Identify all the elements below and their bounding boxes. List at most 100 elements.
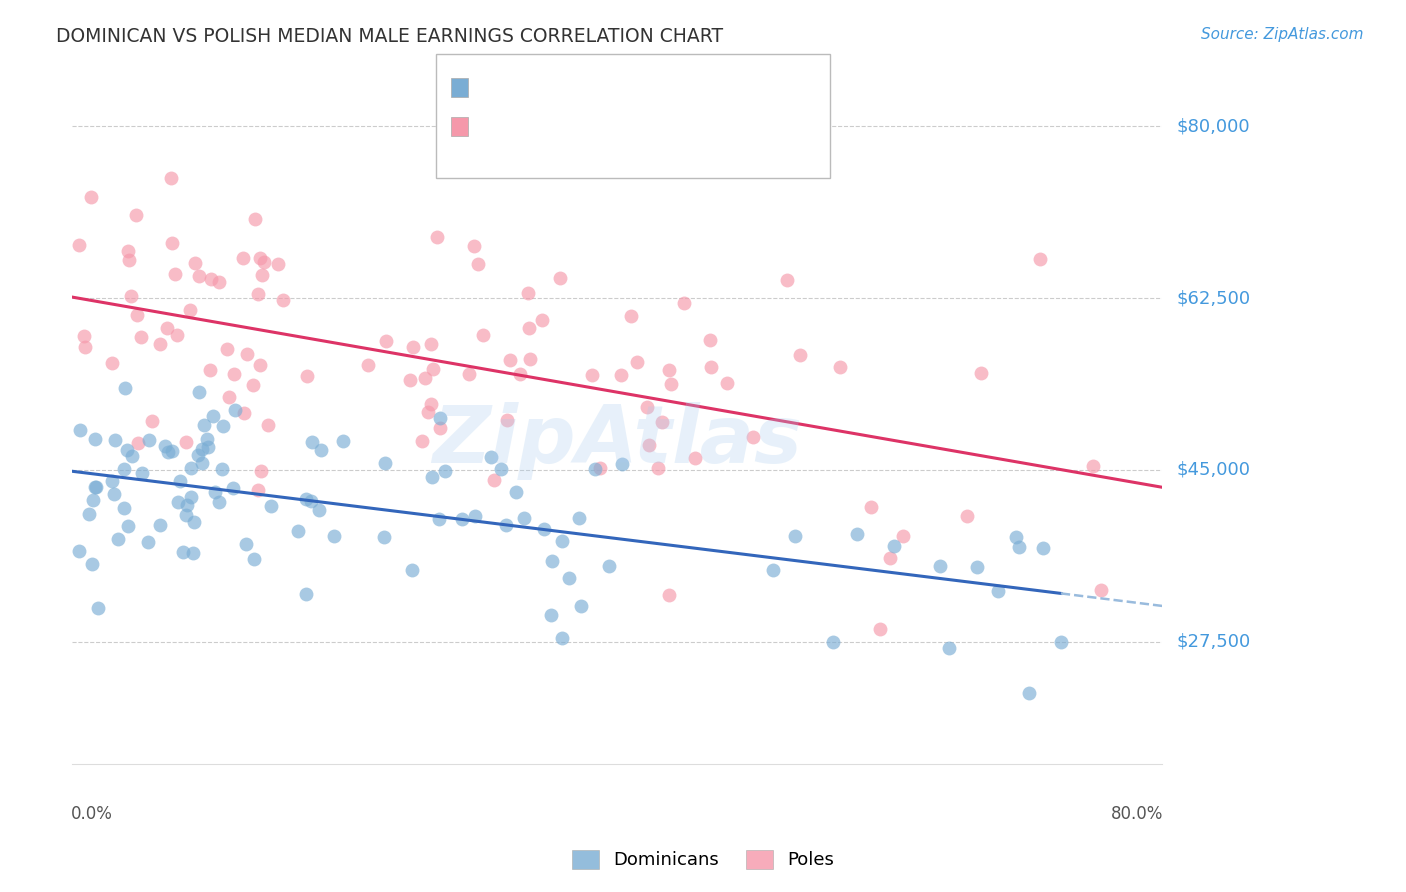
- Point: [127, 308, 149, 322]
- Point: [1005, 530, 1028, 544]
- Point: [418, 405, 440, 419]
- Point: [519, 352, 541, 367]
- Point: [250, 268, 273, 282]
- Point: [467, 256, 489, 270]
- Point: [626, 355, 648, 369]
- Point: [181, 546, 204, 560]
- Point: [658, 588, 681, 602]
- Point: [193, 418, 215, 433]
- Point: [309, 443, 332, 458]
- Point: [299, 493, 322, 508]
- Point: [987, 583, 1010, 598]
- Point: [741, 430, 763, 444]
- Point: [551, 631, 574, 645]
- Point: [879, 551, 901, 566]
- Point: [636, 401, 658, 415]
- Point: [200, 272, 222, 286]
- Point: [869, 622, 891, 636]
- Text: $27,500: $27,500: [1177, 632, 1250, 650]
- Point: [67, 238, 90, 252]
- Point: [598, 559, 620, 574]
- Point: [236, 347, 259, 361]
- Point: [120, 289, 142, 303]
- Point: [222, 367, 245, 381]
- Point: [429, 411, 451, 425]
- Point: [121, 450, 143, 464]
- Point: [332, 434, 354, 448]
- Point: [699, 360, 721, 375]
- Point: [84, 480, 107, 494]
- Point: [191, 456, 214, 470]
- Point: [172, 545, 194, 559]
- Point: [427, 511, 450, 525]
- Point: [118, 252, 141, 267]
- Point: [295, 368, 318, 383]
- Point: [499, 353, 522, 368]
- Point: [195, 433, 218, 447]
- Point: [138, 535, 160, 549]
- Point: [929, 559, 952, 574]
- Point: [86, 601, 108, 615]
- Point: [149, 517, 172, 532]
- Point: [82, 557, 104, 571]
- Point: [183, 515, 205, 529]
- Point: [82, 492, 104, 507]
- Point: [208, 494, 231, 508]
- Text: $45,000: $45,000: [1177, 461, 1250, 479]
- Text: ZipAtlas: ZipAtlas: [433, 402, 803, 481]
- Point: [966, 560, 988, 574]
- Point: [257, 417, 280, 432]
- Point: [458, 367, 481, 381]
- Point: [533, 522, 555, 536]
- Point: [180, 461, 202, 475]
- Point: [160, 444, 183, 458]
- Text: N =: N =: [633, 76, 672, 94]
- Point: [401, 563, 423, 577]
- Point: [651, 416, 673, 430]
- Point: [271, 293, 294, 308]
- Point: [180, 490, 202, 504]
- Point: [620, 309, 643, 323]
- Point: [471, 327, 494, 342]
- Point: [153, 439, 176, 453]
- Point: [176, 498, 198, 512]
- Point: [79, 190, 101, 204]
- Point: [246, 483, 269, 498]
- Point: [67, 544, 90, 558]
- Point: [1018, 686, 1040, 700]
- Point: [970, 366, 993, 380]
- Point: [375, 334, 398, 349]
- Point: [845, 526, 868, 541]
- Point: [581, 368, 603, 382]
- Point: [69, 423, 91, 437]
- Point: [101, 474, 124, 488]
- Point: [373, 530, 395, 544]
- Text: 80.0%: 80.0%: [1111, 805, 1163, 823]
- Text: 100: 100: [668, 114, 706, 132]
- Point: [540, 608, 562, 623]
- Point: [222, 481, 245, 495]
- Point: [179, 303, 201, 318]
- Point: [249, 252, 271, 266]
- Point: [551, 533, 574, 548]
- Point: [785, 529, 807, 543]
- Point: [429, 420, 451, 434]
- Point: [131, 329, 153, 343]
- Point: [699, 333, 721, 347]
- Point: [112, 462, 135, 476]
- Point: [124, 208, 146, 222]
- Point: [266, 257, 288, 271]
- Point: [103, 487, 125, 501]
- Point: [495, 518, 517, 533]
- Point: [295, 491, 318, 506]
- Point: [420, 469, 443, 483]
- Point: [245, 211, 267, 226]
- Point: [160, 236, 183, 251]
- Point: [232, 252, 254, 266]
- Point: [218, 390, 240, 404]
- Point: [1008, 541, 1031, 555]
- Point: [637, 438, 659, 452]
- Point: [174, 508, 197, 523]
- Point: [250, 464, 273, 478]
- Point: [204, 484, 226, 499]
